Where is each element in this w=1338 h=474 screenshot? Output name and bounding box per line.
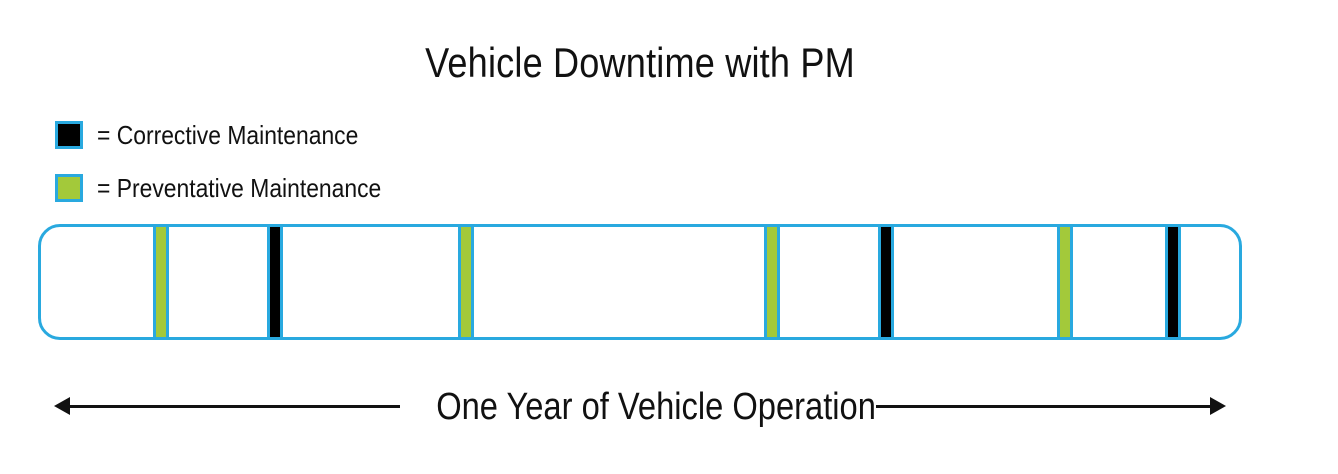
corrective-maintenance-mark (267, 227, 283, 337)
axis-line-left (66, 405, 400, 408)
legend-label-preventative: = Preventative Maintenance (97, 173, 382, 203)
corrective-swatch-icon (55, 121, 83, 149)
arrow-left-icon (54, 397, 70, 415)
axis-label: One Year of Vehicle Operation (436, 386, 876, 428)
corrective-maintenance-mark (1165, 227, 1181, 337)
legend-item-preventative: = Preventative Maintenance (55, 171, 420, 205)
legend-label-corrective: = Corrective Maintenance (97, 120, 359, 150)
preventative-swatch-icon (55, 174, 83, 202)
preventative-maintenance-mark (458, 227, 474, 337)
axis-line-right (876, 405, 1212, 408)
timeline-bar (38, 224, 1242, 340)
preventative-maintenance-mark (1057, 227, 1073, 337)
diagram-title: Vehicle Downtime with PM (425, 39, 855, 86)
arrow-right-icon (1210, 397, 1226, 415)
preventative-maintenance-mark (764, 227, 780, 337)
corrective-maintenance-mark (878, 227, 894, 337)
preventative-maintenance-mark (153, 227, 169, 337)
legend-item-corrective: = Corrective Maintenance (55, 118, 394, 152)
